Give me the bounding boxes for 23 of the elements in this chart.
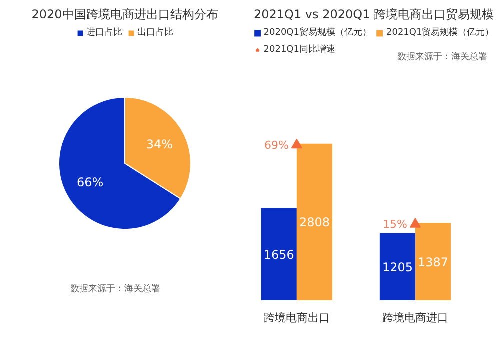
bar xyxy=(416,223,452,300)
legend-label: 出口占比 xyxy=(138,26,174,39)
text: 数据来源于：海关总署 xyxy=(70,284,160,294)
bar xyxy=(380,233,416,300)
legend-label: 2021Q1贸易规模（亿元） xyxy=(386,26,494,39)
legend-label: 2020Q1贸易规模（亿元） xyxy=(264,26,372,39)
data-label: 69% xyxy=(264,138,289,152)
x-tick-label: 跨境电商进口 xyxy=(382,312,448,324)
chart-title: 2020中国跨境电商进出口结构分布 xyxy=(32,8,218,22)
data-label: 34% xyxy=(146,137,174,152)
data-label: 1656 xyxy=(264,248,294,262)
legend-label: 2021Q1同比增速 xyxy=(264,44,336,56)
chart-title: 2021Q1 vs 2020Q1 跨境电商出口贸易规模 xyxy=(254,8,494,22)
data-label: 15% xyxy=(383,218,408,231)
legend-label: 进口占比 xyxy=(86,26,122,39)
data-label: 2808 xyxy=(299,216,330,230)
data-label: 66% xyxy=(76,176,104,190)
bar xyxy=(261,208,297,300)
x-tick-label: 跨境电商出口 xyxy=(264,312,330,324)
bar xyxy=(296,144,332,300)
data-label: 1387 xyxy=(418,255,449,270)
data-label: 1205 xyxy=(382,260,413,274)
text: 数据来源于：海关总署 xyxy=(398,52,488,62)
